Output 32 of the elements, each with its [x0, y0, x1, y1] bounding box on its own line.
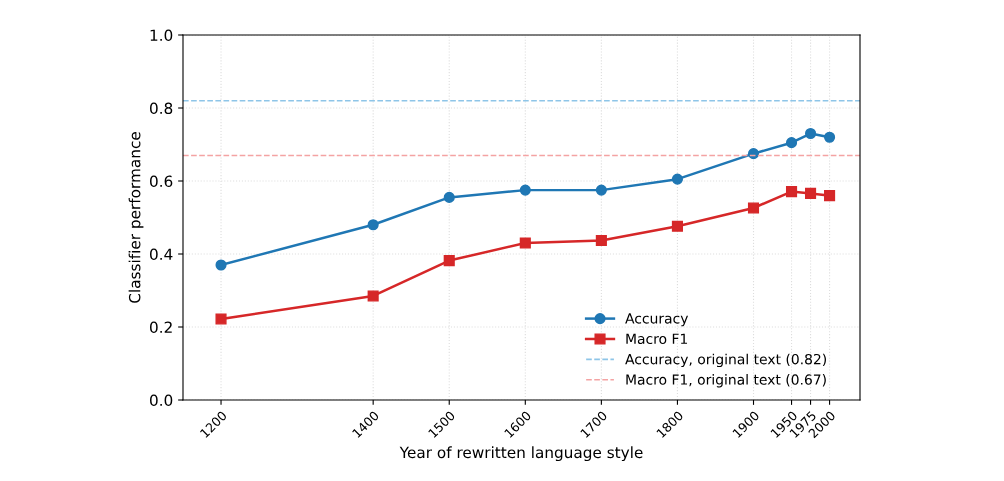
point [824, 190, 836, 202]
y-tick-label: 0.4 [149, 248, 173, 261]
point [747, 148, 760, 160]
y-tick-label: 0.8 [149, 102, 173, 115]
y-tick-label: 0.6 [149, 175, 173, 188]
point [785, 186, 798, 198]
y-tick-label: 0.0 [149, 394, 173, 407]
y-tick-label: 1.0 [150, 29, 173, 42]
legend-label: Accuracy [625, 313, 689, 327]
point [595, 184, 607, 196]
point [519, 184, 531, 196]
point [671, 173, 683, 185]
point [747, 202, 760, 214]
point [824, 131, 836, 143]
point [215, 259, 227, 271]
y-tick-label: 0.2 [149, 321, 172, 334]
y-axis-title: Classifier performance [128, 132, 144, 303]
point [595, 234, 607, 247]
point [367, 290, 379, 302]
point [367, 219, 379, 231]
point [804, 187, 817, 199]
point [443, 255, 455, 267]
point [443, 191, 455, 203]
legend-label: Accuracy, original text (0.82) [625, 353, 826, 368]
legend-label: Macro F1, original text (0.67) [626, 374, 826, 388]
x-axis-title: Year of rewritten language style [399, 446, 643, 462]
point [804, 127, 817, 140]
point [519, 237, 531, 249]
point [785, 137, 798, 149]
point [215, 313, 227, 325]
legend-label: Macro F1 [626, 333, 688, 345]
point [671, 220, 683, 232]
